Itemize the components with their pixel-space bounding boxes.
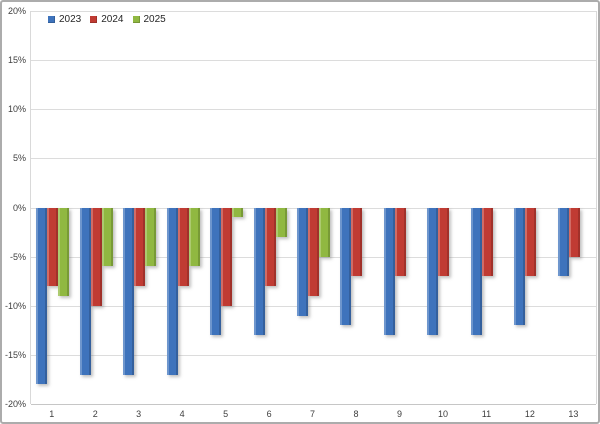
bar-group-8 [335, 207, 378, 326]
bar-group-9 [379, 207, 422, 336]
bar-2024 [568, 207, 580, 257]
gridline [31, 404, 596, 405]
legend-label: 2024 [101, 14, 124, 25]
bar-group-3 [118, 207, 161, 375]
bar-group-12 [509, 207, 552, 326]
y-axis-tick-label: -10% [4, 300, 26, 311]
bar-group-13 [553, 207, 596, 277]
bar-2023 [470, 207, 482, 336]
bar-2024 [394, 207, 406, 277]
gridline [31, 60, 596, 62]
bar-2023 [340, 207, 352, 326]
bar-group-7 [292, 207, 335, 316]
x-axis-label: 10 [437, 409, 448, 419]
x-axis-label: 9 [396, 409, 402, 419]
bar-2025 [188, 207, 200, 267]
gridline [31, 305, 596, 307]
bar-group-2 [74, 207, 117, 375]
x-axis-label: 12 [524, 409, 535, 419]
legend-item-2025: 2025 [132, 14, 166, 25]
x-axis-label: 3 [136, 409, 142, 419]
x-axis-label: 11 [481, 409, 492, 419]
legend-item-2023: 2023 [48, 14, 81, 25]
bar-2025 [275, 207, 287, 237]
bar-2024 [307, 207, 319, 296]
bar-2023 [427, 207, 439, 336]
gridline [31, 109, 596, 111]
y-axis-tick-label: -15% [4, 349, 26, 360]
bar-group-4 [161, 207, 204, 375]
y-axis-tick-label: 15% [7, 55, 26, 66]
legend-item-2024: 2024 [90, 14, 124, 25]
bar-2023 [383, 207, 395, 336]
legend-label: 2025 [143, 14, 166, 25]
x-axis-label: 7 [310, 409, 316, 419]
x-axis-label: 1 [49, 409, 55, 419]
legend-label: 2023 [59, 14, 82, 25]
bar-2024 [525, 207, 537, 277]
bar-2023 [253, 207, 265, 336]
y-axis-tick-label: 5% [12, 153, 26, 164]
legend-swatch-icon [132, 16, 140, 23]
bar-2023 [36, 207, 48, 385]
gridline [31, 11, 596, 12]
y-axis-tick-label: 20% [7, 6, 26, 16]
bar-group-1 [31, 207, 74, 385]
bar-2024 [264, 207, 276, 287]
x-axis-label: 13 [568, 409, 579, 419]
bar-2024 [134, 207, 146, 287]
y-axis-tick-label: 0% [12, 202, 26, 213]
x-axis-label: 6 [266, 409, 272, 419]
legend-swatch-icon [90, 16, 98, 23]
bar-2023 [123, 207, 135, 375]
bar-2023 [210, 207, 222, 336]
y-axis-tick-label: -20% [4, 399, 26, 409]
bar-2023 [557, 207, 569, 277]
gridline [31, 354, 596, 356]
chart-legend: 2023 2024 2025 [48, 14, 166, 25]
bar-group-10 [422, 207, 465, 336]
bar-2023 [296, 207, 308, 316]
bar-2024 [351, 207, 363, 277]
x-axis-label: 8 [353, 409, 359, 419]
bar-2023 [514, 207, 526, 326]
x-axis-label: 4 [179, 409, 185, 419]
bar-2024 [177, 207, 189, 287]
x-axis-labels: 1 2 3 4 5 6 7 8 9 10 11 12 13 [30, 409, 595, 419]
bar-2025 [232, 207, 244, 218]
bar-2025 [58, 207, 70, 296]
x-axis-label: 5 [223, 409, 229, 419]
legend-swatch-icon [48, 16, 55, 23]
bar-2024 [481, 207, 493, 277]
bar-2025 [101, 207, 113, 267]
bar-2023 [79, 207, 91, 375]
bar-group-11 [466, 207, 509, 336]
plot-area [30, 11, 597, 405]
bar-2025 [318, 207, 330, 257]
y-axis-tick-label: 10% [7, 104, 26, 115]
bar-2025 [145, 207, 157, 267]
bar-2024 [221, 207, 233, 306]
bar-group-6 [248, 207, 291, 336]
y-axis-tick-label: -5% [9, 251, 26, 262]
bar-2024 [438, 207, 450, 277]
bar-2024 [47, 207, 59, 287]
x-axis-label: 2 [92, 409, 98, 419]
bar-group-5 [205, 207, 248, 336]
gridline [31, 158, 596, 160]
bar-2024 [90, 207, 102, 306]
bar-2023 [166, 207, 178, 375]
